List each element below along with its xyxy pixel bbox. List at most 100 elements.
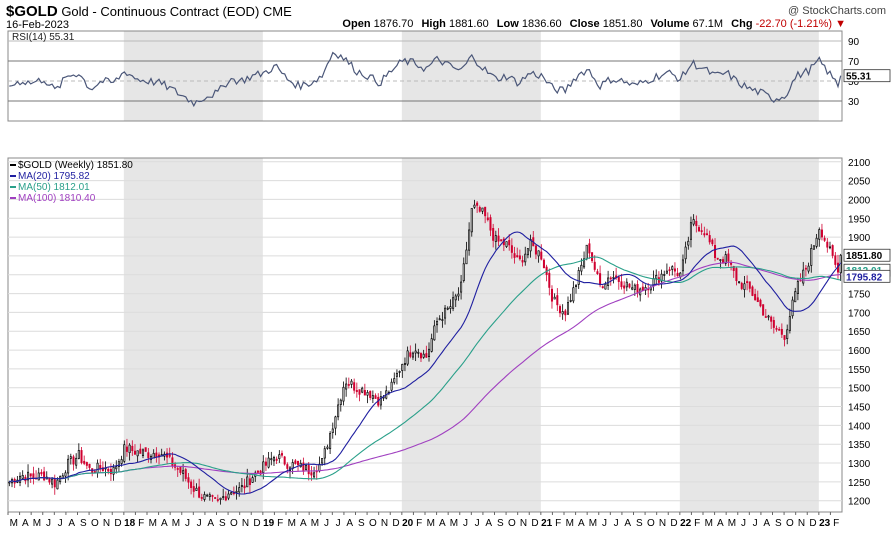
x-tick-label: F	[277, 518, 283, 529]
candle-body	[671, 266, 674, 270]
candle-body	[305, 465, 308, 470]
candle-body	[748, 281, 751, 289]
x-tick-label: A	[300, 518, 307, 529]
candle-body	[708, 235, 711, 243]
low-label: Low	[496, 18, 519, 30]
candle-body	[724, 254, 727, 264]
candle-body	[329, 433, 332, 450]
candle-body	[513, 253, 516, 258]
x-tick-label: J	[197, 518, 202, 529]
candle-body	[361, 387, 364, 393]
candle-body	[246, 476, 249, 488]
candle-body	[711, 239, 714, 245]
candle-body	[347, 384, 350, 386]
candle-body	[337, 404, 340, 418]
candle-body	[759, 299, 762, 307]
candle-body	[240, 485, 243, 487]
candle-body	[133, 450, 136, 455]
candle-body	[486, 217, 489, 221]
candle-body	[19, 475, 22, 483]
candle-body	[398, 371, 401, 373]
description: Gold - Continuous Contract (EOD)	[61, 4, 260, 19]
candle-body	[182, 470, 185, 474]
x-tick-label: J	[614, 518, 619, 529]
candle-body	[238, 487, 241, 493]
candle-body	[264, 461, 267, 466]
candle-body	[807, 265, 810, 272]
x-tick-label: J	[753, 518, 758, 529]
candle-body	[476, 202, 479, 206]
price-tick-label: 1200	[848, 497, 871, 508]
candle-body	[37, 472, 40, 481]
candle-body	[743, 283, 746, 290]
candle-body	[88, 463, 91, 468]
x-tick-label: D	[114, 518, 121, 529]
candle-body	[633, 284, 636, 290]
candle-body	[227, 493, 230, 499]
candle-body	[51, 478, 54, 485]
price-tick-label: 2050	[848, 177, 871, 188]
x-tick-label: O	[91, 518, 99, 529]
candle-body	[510, 245, 513, 253]
x-tick-label: D	[531, 518, 538, 529]
candle-body	[823, 237, 826, 241]
candle-body	[561, 311, 564, 315]
exchange: CME	[262, 4, 292, 19]
candle-body	[313, 472, 316, 478]
candle-body	[406, 350, 409, 365]
candle-body	[494, 235, 497, 242]
candle-body	[831, 245, 834, 256]
x-tick-label: M	[172, 518, 180, 529]
candle-body	[548, 272, 551, 288]
candle-body	[371, 395, 374, 399]
candle-body	[120, 459, 123, 464]
candle-body	[235, 490, 238, 493]
candle-body	[433, 325, 436, 341]
candle-body	[732, 265, 735, 271]
candle-body	[262, 461, 265, 473]
x-tick-label: N	[381, 518, 388, 529]
candle-body	[695, 220, 698, 227]
candle-body	[345, 383, 348, 390]
x-tick-label: N	[520, 518, 527, 529]
candle-body	[802, 269, 805, 284]
candle-body	[516, 255, 519, 258]
candle-body	[187, 477, 190, 483]
high-label: High	[421, 18, 446, 30]
candle-body	[529, 239, 532, 252]
x-tick-label: M	[33, 518, 41, 529]
candle-body	[462, 263, 465, 282]
rsi-legend: RSI(14) 55.31	[12, 32, 75, 43]
candle-body	[101, 467, 104, 472]
candle-body	[577, 270, 580, 285]
candle-body	[141, 449, 145, 456]
x-tick-label: O	[230, 518, 238, 529]
candle-body	[379, 396, 382, 406]
x-tick-label: D	[809, 518, 816, 529]
candle-body	[791, 299, 794, 317]
rsi-tick-label: 90	[848, 37, 860, 48]
symbol: $GOLD	[6, 3, 58, 20]
year-shade-price	[679, 158, 819, 512]
candle-body	[283, 456, 286, 465]
candle-body	[727, 253, 730, 262]
price-legend-entry: MA(20) 1795.82	[18, 171, 90, 182]
candle-body	[609, 277, 612, 280]
x-tick-label: M	[311, 518, 319, 529]
candle-body	[575, 285, 578, 288]
candle-body	[366, 392, 369, 396]
candle-body	[131, 445, 134, 452]
x-tick-label: 22	[680, 518, 692, 529]
x-tick-label: O	[369, 518, 377, 529]
x-tick-label: 23	[819, 518, 831, 529]
price-legend-entry: MA(50) 1812.01	[18, 182, 90, 193]
candle-body	[804, 267, 807, 270]
candle-body	[206, 494, 209, 497]
rsi-tick-label: 70	[848, 57, 860, 68]
candle-body	[83, 460, 86, 464]
candle-body	[214, 497, 217, 499]
x-tick-label: 19	[263, 518, 275, 529]
candle-body	[422, 353, 425, 358]
candle-body	[109, 468, 112, 475]
candle-body	[500, 239, 503, 242]
